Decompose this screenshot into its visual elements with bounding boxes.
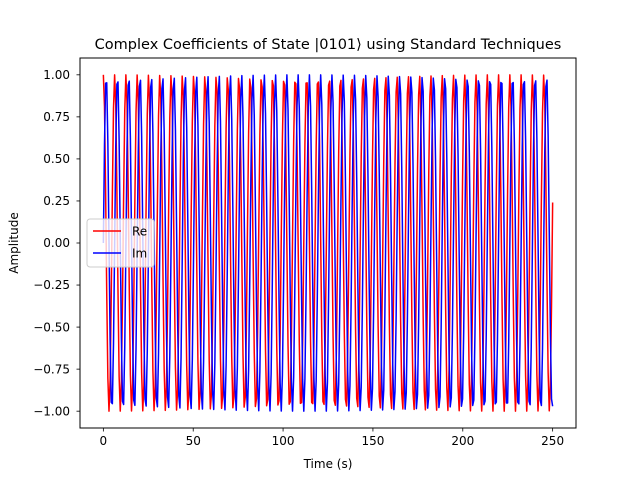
y-tick-label: −0.75 [33, 362, 70, 376]
chart-title: Complex Coefficients of State |0101⟩ usi… [95, 37, 562, 53]
y-tick-label: 0.50 [43, 152, 70, 166]
x-tick-label: 150 [361, 434, 384, 448]
y-tick-label: −0.50 [33, 320, 70, 334]
legend[interactable]: Re Im [86, 218, 155, 268]
legend-label-im: Im [132, 247, 147, 261]
y-axis-label: Amplitude [7, 212, 21, 274]
x-tick-label: 100 [272, 434, 295, 448]
series-line-im [102, 74, 554, 412]
y-tick-label: 0.00 [43, 236, 70, 250]
y-tick-label: −0.25 [33, 278, 70, 292]
series-layer [102, 74, 554, 412]
x-tick-label: 0 [100, 434, 108, 448]
x-axis-label: Time (s) [303, 457, 353, 471]
y-tick-label: −1.00 [33, 404, 70, 418]
y-tick-label: 0.75 [43, 110, 70, 124]
y-tick-label: 0.25 [43, 194, 70, 208]
x-tick-label: 200 [451, 434, 474, 448]
y-axis: −1.00 −0.75 −0.50 −0.25 0.00 0.25 0.50 0.75 1.00 [33, 68, 80, 418]
y-tick-label: 1.00 [43, 68, 70, 82]
legend-label-re: Re [132, 225, 147, 239]
x-tick-label: 50 [186, 434, 201, 448]
x-axis: 0 50 100 150 200 250 [100, 428, 564, 448]
x-tick-label: 250 [541, 434, 564, 448]
